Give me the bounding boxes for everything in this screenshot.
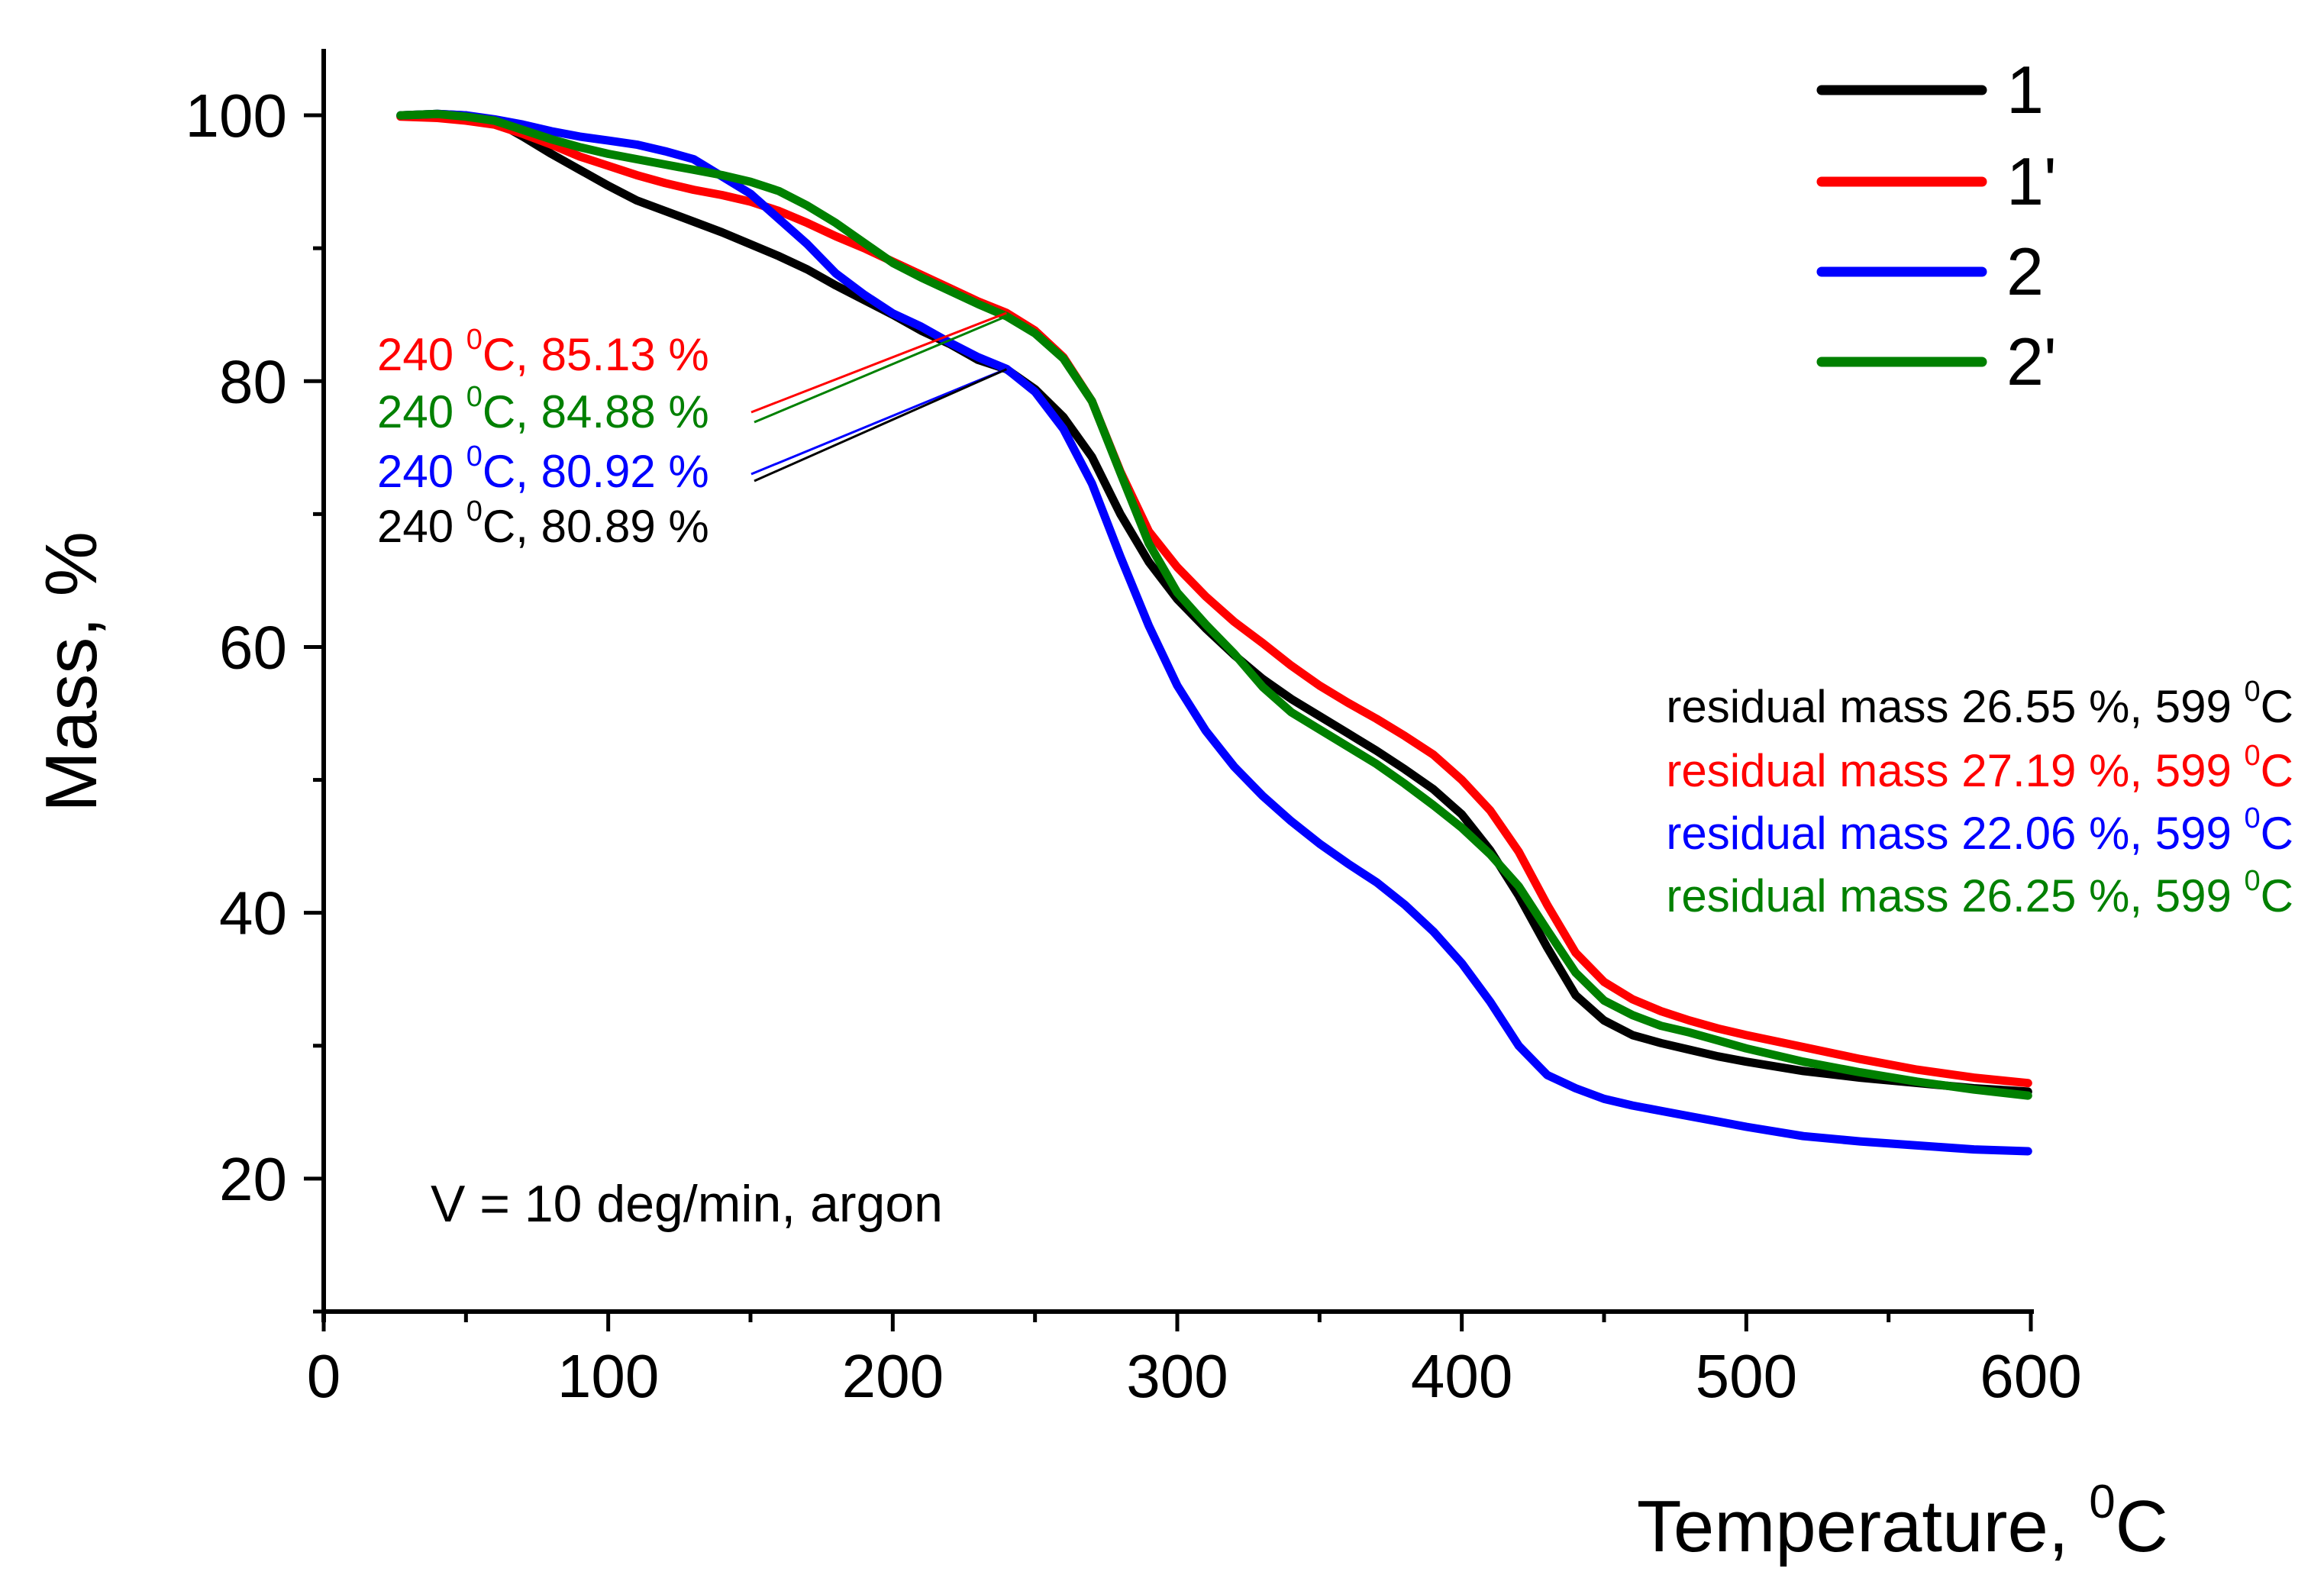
x-tick-label: 600 — [1980, 1342, 2081, 1410]
y-axis-title: Mass, % — [31, 531, 112, 812]
residual-mass-label: residual mass 26.25 %, 599 0C — [1666, 865, 2293, 921]
legend-label-4: 2' — [2006, 324, 2057, 399]
annotation-text: residual mass 22.06 %, 599 — [1666, 808, 2244, 859]
annotation-240-label: 240 0C, 80.89 % — [377, 495, 709, 552]
annotation-superscript: 0 — [466, 495, 483, 528]
residual-mass-label: residual mass 26.55 %, 599 0C — [1666, 676, 2293, 732]
annotation-leader-line — [754, 315, 1007, 424]
annotation-text: C — [2261, 745, 2293, 796]
x-axis-title-unit: C — [2116, 1486, 2168, 1567]
series-lines — [396, 109, 2032, 1156]
annotation-superscript: 0 — [2245, 740, 2261, 772]
annotation-superscript: 0 — [2245, 676, 2261, 708]
legend-label-2: 1' — [2006, 144, 2057, 219]
y-tick-label: 20 — [219, 1145, 287, 1213]
x-tick-label: 500 — [1696, 1342, 1797, 1410]
annotations: 240 0C, 85.13 %240 0C, 84.88 %240 0C, 80… — [377, 311, 2293, 1233]
annotation-text: 240 — [377, 446, 466, 497]
x-tick-label: 400 — [1411, 1342, 1512, 1410]
y-tick-label: 100 — [186, 82, 287, 150]
annotation-text: 240 — [377, 386, 466, 437]
y-tick-label: 60 — [219, 613, 287, 681]
annotation-superscript: 0 — [2245, 802, 2261, 834]
annotation-superscript: 0 — [466, 381, 483, 413]
annotation-leader-line — [750, 367, 1007, 476]
series-line-4 — [396, 109, 2032, 1100]
x-axis-title-text: Temperature, — [1637, 1486, 2089, 1567]
annotation-text: 240 — [377, 329, 466, 380]
axis-titles: Mass, %Temperature, 0C — [31, 531, 2168, 1567]
annotation-text: residual mass 27.19 %, 599 — [1666, 745, 2244, 796]
annotation-leader-line — [754, 368, 1008, 482]
annotation-superscript: 0 — [2245, 865, 2261, 897]
annotation-text: C — [2261, 870, 2293, 921]
x-axis-title: Temperature, 0C — [1637, 1476, 2168, 1567]
annotation-text: residual mass 26.25 %, 599 — [1666, 870, 2244, 921]
legend-label-1: 1 — [2006, 52, 2044, 127]
annotation-superscript: 0 — [466, 440, 483, 473]
x-tick-label: 0 — [307, 1342, 341, 1410]
x-axis-title-superscript: 0 — [2089, 1476, 2115, 1528]
annotation-superscript: 0 — [466, 324, 483, 356]
annotation-240-label: 240 0C, 85.13 % — [377, 324, 709, 380]
annotation-240-label: 240 0C, 84.88 % — [377, 381, 709, 437]
series-line-2 — [396, 112, 2032, 1088]
condition-note: V = 10 deg/min, argon — [431, 1175, 943, 1233]
legend-label-3: 2 — [2006, 234, 2044, 309]
x-tick-label: 300 — [1126, 1342, 1228, 1410]
y-tick-label: 40 — [219, 879, 287, 947]
residual-mass-label: residual mass 22.06 %, 599 0C — [1666, 802, 2293, 859]
annotation-text: C, 85.13 % — [483, 329, 709, 380]
annotation-240-label: 240 0C, 80.92 % — [377, 440, 709, 497]
annotation-text: C — [2261, 808, 2293, 859]
series-line-3 — [396, 109, 2032, 1156]
annotation-leader-line — [750, 311, 1007, 414]
annotation-text: C, 80.89 % — [483, 501, 709, 552]
annotation-text: C, 80.92 % — [483, 446, 709, 497]
x-tick-label: 200 — [842, 1342, 944, 1410]
annotation-text: C, 84.88 % — [483, 386, 709, 437]
annotation-text: C — [2261, 681, 2293, 732]
annotation-text: residual mass 26.55 %, 599 — [1666, 681, 2244, 732]
legend: 1 1' 2 2' — [1816, 52, 2057, 399]
series-line-1 — [396, 109, 2032, 1096]
y-tick-label: 80 — [219, 347, 287, 415]
residual-mass-label: residual mass 27.19 %, 599 0C — [1666, 740, 2293, 796]
x-tick-label: 100 — [557, 1342, 659, 1410]
annotation-text: 240 — [377, 501, 466, 552]
